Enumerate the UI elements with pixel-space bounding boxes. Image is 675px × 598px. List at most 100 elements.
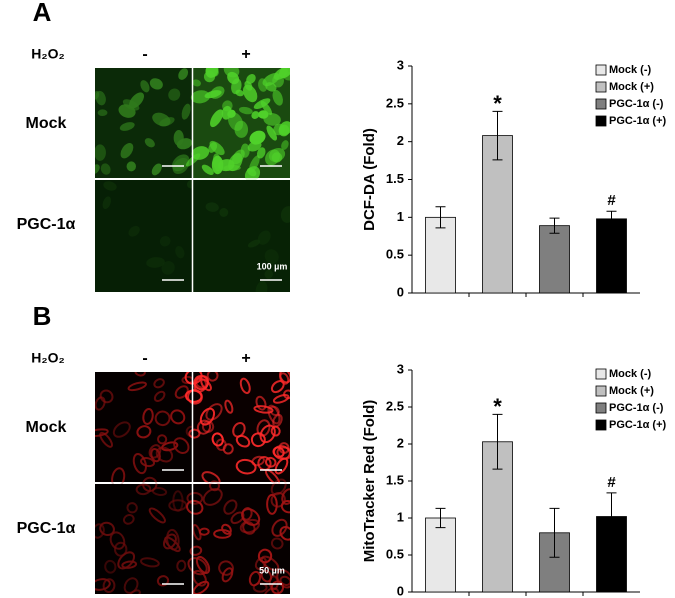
annotation: # — [607, 192, 616, 209]
cell — [109, 531, 126, 550]
y-tick-label: 2.5 — [386, 95, 404, 110]
row-label: Mock — [26, 419, 67, 436]
y-axis-label: DCF-DA (Fold) — [361, 128, 378, 231]
cell — [257, 230, 271, 245]
cell — [265, 82, 277, 92]
cell — [192, 580, 210, 594]
cell — [95, 91, 100, 100]
cell — [272, 413, 283, 428]
cell — [187, 557, 208, 576]
cell — [272, 89, 283, 106]
cell — [192, 79, 202, 87]
cell — [195, 555, 211, 575]
cell — [281, 140, 289, 150]
cell — [270, 380, 285, 394]
cell — [172, 490, 184, 512]
cell — [240, 143, 250, 158]
cell — [254, 556, 267, 571]
cell — [208, 142, 218, 153]
cell — [279, 575, 290, 586]
cell — [274, 457, 289, 475]
cell — [154, 410, 171, 427]
legend-swatch — [595, 81, 607, 93]
y-tick-label: 0.5 — [386, 546, 404, 561]
cell — [120, 143, 134, 159]
legend-label: PGC-1α (-) — [609, 402, 664, 414]
cell — [128, 225, 140, 237]
cell — [121, 560, 138, 569]
error-bar — [606, 492, 617, 541]
cell — [271, 518, 288, 537]
cell — [164, 536, 181, 553]
column-label: - — [142, 46, 147, 63]
cell — [99, 521, 115, 537]
cell — [239, 377, 251, 395]
cell — [232, 421, 246, 438]
scale-bar-label: 100 µm — [257, 261, 288, 271]
error-bar — [435, 206, 446, 229]
cell — [140, 557, 160, 568]
cell — [119, 122, 135, 131]
error-bar — [549, 217, 560, 234]
legend-swatch — [595, 385, 607, 397]
cell — [168, 88, 181, 101]
cell — [248, 570, 262, 587]
cell — [224, 399, 234, 414]
annotation: * — [493, 91, 502, 116]
cell — [95, 144, 106, 161]
cell — [194, 377, 207, 389]
cell — [196, 419, 212, 435]
cell — [255, 280, 268, 292]
cell — [266, 125, 278, 141]
cell — [259, 424, 276, 444]
cell — [219, 208, 229, 217]
cell — [242, 521, 256, 535]
cell — [256, 419, 271, 437]
cell — [280, 206, 290, 223]
cell — [113, 541, 128, 557]
bar — [596, 218, 627, 294]
cell — [176, 559, 187, 572]
legend-swatch — [595, 402, 607, 414]
error-bar — [606, 210, 617, 227]
cell — [271, 152, 283, 163]
cell — [260, 569, 273, 583]
legend-swatch — [595, 115, 607, 127]
cell — [279, 372, 290, 384]
cell — [103, 181, 117, 191]
cell — [230, 511, 245, 525]
cell — [186, 491, 204, 505]
cell — [95, 428, 109, 438]
cell — [140, 80, 150, 93]
cell — [251, 111, 260, 119]
cell — [170, 409, 186, 425]
cell — [122, 514, 135, 525]
bar — [425, 517, 456, 593]
cell — [100, 163, 111, 175]
cell — [223, 68, 240, 78]
cell — [247, 141, 262, 152]
y-tick-label: 1 — [397, 509, 404, 524]
cell — [104, 559, 117, 574]
micrograph — [95, 180, 192, 292]
legend-swatch — [595, 98, 607, 110]
cell — [251, 455, 265, 467]
cell — [201, 420, 215, 433]
y-tick-label: 0 — [397, 583, 404, 598]
y-tick-label: 1.5 — [386, 171, 404, 186]
cell — [140, 457, 156, 468]
legend-label: Mock (+) — [609, 81, 654, 93]
cell — [210, 86, 225, 99]
y-tick-label: 2 — [397, 133, 404, 148]
annotation: # — [607, 474, 616, 491]
legend-label: Mock (-) — [609, 368, 652, 380]
cell — [270, 537, 284, 550]
cell — [266, 493, 278, 515]
cell — [178, 68, 189, 80]
column-label: + — [241, 350, 250, 367]
cell — [221, 523, 232, 535]
cell — [227, 112, 244, 131]
micrograph — [193, 180, 290, 292]
cell — [205, 403, 223, 421]
cell — [244, 80, 253, 91]
